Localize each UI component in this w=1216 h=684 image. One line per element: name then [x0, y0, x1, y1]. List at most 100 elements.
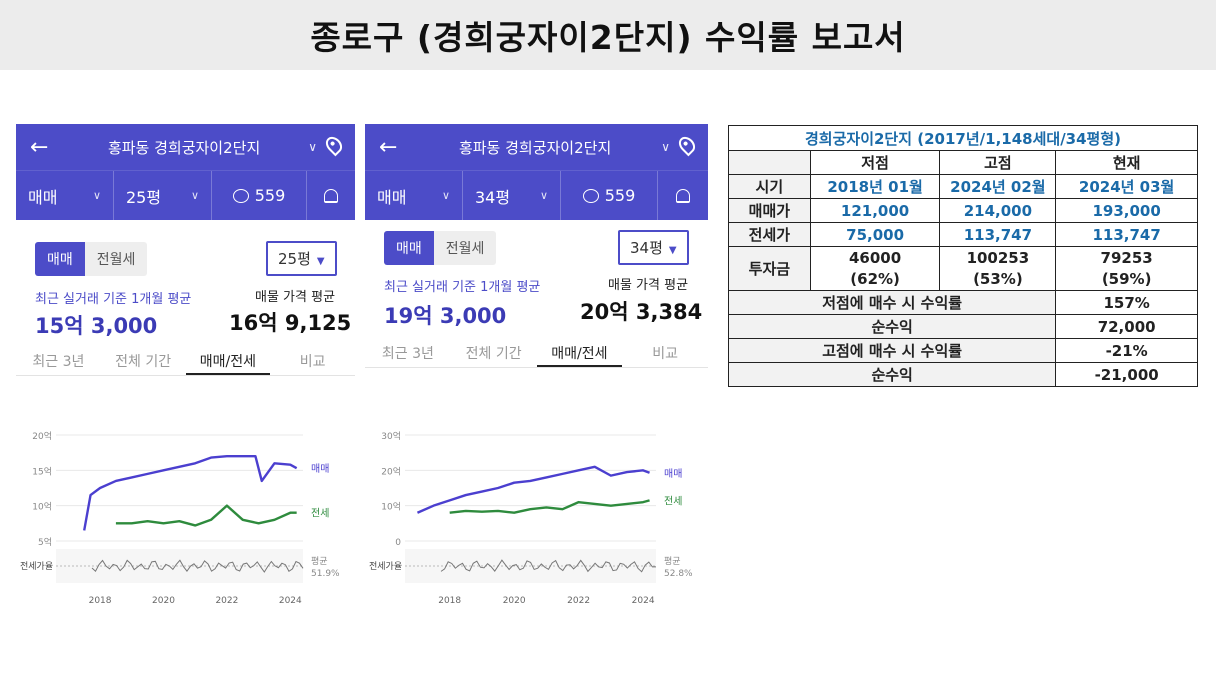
back-arrow-icon[interactable]: ← [379, 134, 398, 160]
trade-type-select[interactable]: 매매 ∨ [16, 171, 114, 220]
back-arrow-icon[interactable]: ← [30, 134, 49, 160]
bell-icon [324, 188, 338, 203]
period-tabs: 최근 3년 전체 기간 매매/전세 비교 [16, 346, 355, 376]
summary-value: 72,000 [1055, 314, 1198, 339]
size-label: 25평 [126, 187, 162, 207]
report-title: 종로구 (경희궁자이2단지) 수익률 보고서 [310, 18, 906, 57]
listing-price-label: 매물 가격 평균 [608, 278, 689, 293]
chevron-down-icon[interactable]: ∨ [661, 140, 670, 154]
chevron-down-icon: ∨ [92, 189, 101, 202]
return-report-table: 경희궁자이2단지 (2017년/1,148세대/34평형) 저점 고점 현재 시… [727, 125, 1198, 387]
toggle-rent[interactable]: 전월세 [84, 242, 148, 276]
x-tick-label: 2020 [152, 596, 175, 604]
x-tick-label: 2024 [279, 596, 302, 604]
chevron-down-icon[interactable]: ∨ [308, 140, 317, 154]
x-tick-label: 2018 [89, 596, 112, 604]
trade-type-label: 매매 [377, 187, 407, 207]
size-dropdown[interactable]: 25평 ▼ [266, 241, 337, 276]
toggle-sale[interactable]: 매매 [384, 231, 434, 265]
report-banner: 종로구 (경희궁자이2단지) 수익률 보고서 [0, 0, 1216, 70]
ratio-line [440, 559, 657, 573]
summary-value: 157% [1055, 290, 1198, 315]
listing-price-label: 매물 가격 평균 [255, 290, 336, 305]
caret-down-icon: ▼ [316, 256, 325, 267]
table-cell: 75,000 [809, 222, 941, 247]
size-select[interactable]: 25평 ∨ [114, 171, 212, 220]
summary-label: 저점에 매수 시 수익률 [727, 290, 1057, 315]
series-line-sale [83, 455, 298, 531]
toggle-rent[interactable]: 전월세 [433, 231, 497, 265]
table-caption: 경희궁자이2단지 (2017년/1,148세대/34평형) [728, 125, 1198, 151]
app-header: ← 홍파동 경희궁자이2단지 ∨ 매매 ∨ 25평 ∨ 559 [16, 124, 355, 220]
table-cell: 2024년 03월 [1055, 174, 1198, 199]
trade-type-select[interactable]: 매매 ∨ [365, 171, 463, 220]
row-label: 매매가 [728, 198, 811, 223]
x-tick-label: 2018 [438, 596, 461, 604]
y-tick-label: 0 [395, 538, 401, 548]
location-pin-icon[interactable] [675, 133, 699, 157]
ratio-average-value: 52.8% [664, 569, 693, 579]
comments-button[interactable]: 559 [561, 171, 658, 220]
listing-price: 16억 9,125 [229, 311, 352, 335]
listing-price: 20억 3,384 [580, 300, 703, 324]
app-header: ← 홍파동 경희궁자이2단지 ∨ 매매 ∨ 34평 ∨ 559 [365, 124, 708, 220]
series-label: 매매 [664, 468, 682, 480]
complex-title[interactable]: 홍파동 경희궁자이2단지 [107, 138, 261, 157]
tab-compare[interactable]: 비교 [652, 346, 678, 362]
bell-icon [676, 188, 690, 203]
size-dropdown-value: 34평 [630, 239, 663, 257]
caret-down-icon: ▼ [668, 245, 677, 256]
tab-all-period[interactable]: 전체 기간 [115, 354, 172, 370]
tab-sale-jeonse[interactable]: 매매/전세 [536, 338, 623, 367]
ratio-line [91, 559, 304, 573]
alert-button[interactable] [658, 171, 708, 220]
x-tick-label: 2022 [215, 596, 238, 604]
summary-value: -21% [1055, 338, 1198, 363]
alert-button[interactable] [307, 171, 355, 220]
size-label: 34평 [475, 187, 511, 207]
series-line-jeonse [449, 499, 650, 514]
y-tick-label: 30억 [381, 430, 401, 442]
chevron-down-icon: ∨ [441, 189, 450, 202]
comments-button[interactable]: 559 [212, 171, 307, 220]
table-cell: 79253 [1055, 246, 1198, 269]
app-screenshot-25py: ← 홍파동 경희궁자이2단지 ∨ 매매 ∨ 25평 ∨ 559 매매 전월세 25평… [16, 124, 355, 604]
y-tick-label: 15억 [32, 465, 52, 477]
tab-sale-jeonse[interactable]: 매매/전세 [185, 346, 271, 375]
trade-type-label: 매매 [28, 187, 58, 207]
summary-label: 순수익 [727, 314, 1057, 339]
summary-label: 순수익 [727, 362, 1057, 387]
series-label: 매매 [311, 463, 329, 475]
series-label: 전세 [311, 508, 329, 520]
y-tick-label: 10억 [381, 501, 401, 513]
comment-count: 559 [254, 186, 286, 205]
table-cell: 2024년 02월 [939, 174, 1057, 199]
table-cell: 46000 [809, 246, 941, 269]
size-select[interactable]: 34평 ∨ [463, 171, 561, 220]
y-tick-label: 5억 [38, 536, 52, 548]
toggle-sale[interactable]: 매매 [35, 242, 85, 276]
ratio-label: 전세가율 [369, 561, 402, 572]
table-cell: 2018년 01월 [809, 174, 941, 199]
recent-deal-label: 최근 실거래 기준 1개월 평균 [35, 292, 192, 307]
app-screenshot-34py: ← 홍파동 경희궁자이2단지 ∨ 매매 ∨ 34평 ∨ 559 매매 전월세 34평… [365, 124, 708, 604]
recent-deal-price: 15억 3,000 [35, 314, 158, 338]
chat-bubble-icon [582, 188, 599, 203]
tab-recent-3y[interactable]: 최근 3년 [381, 346, 434, 362]
ratio-average-value: 51.9% [311, 569, 340, 579]
x-tick-label: 2024 [632, 596, 655, 604]
recent-deal-label: 최근 실거래 기준 1개월 평균 [384, 280, 541, 295]
table-cell: (62%) [809, 268, 941, 291]
tab-all-period[interactable]: 전체 기간 [465, 346, 522, 362]
complex-title[interactable]: 홍파동 경희궁자이2단지 [458, 138, 612, 157]
table-cell: (59%) [1055, 268, 1198, 291]
table-cell: 100253 [939, 246, 1057, 269]
tab-compare[interactable]: 비교 [299, 354, 326, 370]
table-cell: 193,000 [1055, 198, 1198, 223]
location-pin-icon[interactable] [322, 133, 346, 157]
series-label: 전세 [664, 495, 682, 507]
size-dropdown[interactable]: 34평 ▼ [618, 230, 689, 265]
tab-recent-3y[interactable]: 최근 3년 [32, 354, 85, 370]
